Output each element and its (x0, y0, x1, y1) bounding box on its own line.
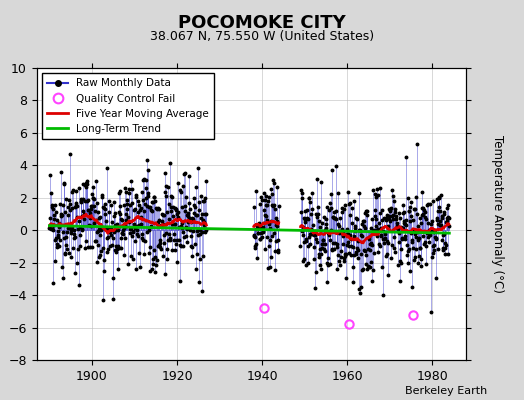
Legend: Raw Monthly Data, Quality Control Fail, Five Year Moving Average, Long-Term Tren: Raw Monthly Data, Quality Control Fail, … (42, 73, 214, 139)
Text: POCOMOKE CITY: POCOMOKE CITY (178, 14, 346, 32)
Y-axis label: Temperature Anomaly (°C): Temperature Anomaly (°C) (490, 135, 504, 293)
Text: Berkeley Earth: Berkeley Earth (405, 386, 487, 396)
Text: 38.067 N, 75.550 W (United States): 38.067 N, 75.550 W (United States) (150, 30, 374, 43)
